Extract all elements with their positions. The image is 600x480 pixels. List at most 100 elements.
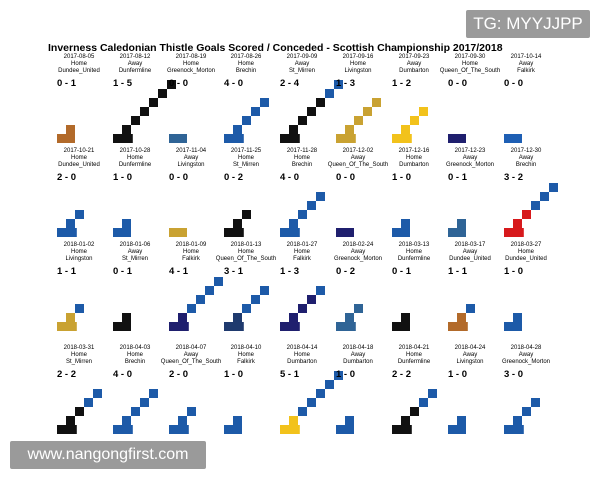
- goal-scored-cell: [419, 107, 428, 116]
- timeline-base-bar: [448, 425, 466, 434]
- match-score: 0 - 1: [113, 266, 133, 277]
- match-score: 2 - 0: [57, 172, 76, 183]
- match-venue: Away: [295, 61, 310, 67]
- goal-conceded-cell: [149, 98, 158, 107]
- chart-title: Inverness Caledonian Thistle Goals Score…: [48, 42, 503, 54]
- match-venue: Home: [294, 155, 311, 161]
- match-opponent: Dundee_United: [58, 68, 100, 74]
- match-date: 2017-12-30: [511, 148, 542, 154]
- match-score: 2 - 0: [169, 369, 188, 380]
- goal-scored-cell: [307, 201, 316, 210]
- timeline-base-bar: [57, 134, 75, 143]
- timeline-base-bar: [57, 322, 77, 331]
- match-opponent: St_Mirren: [233, 162, 259, 168]
- goal-conceded-cell: [140, 107, 149, 116]
- goal-scored-cell: [345, 416, 354, 425]
- goal-scored-cell: [334, 371, 343, 380]
- timeline-base-bar: [504, 134, 522, 143]
- goal-scored-cell: [325, 380, 334, 389]
- match-date: 2018-04-14: [287, 345, 318, 351]
- goal-scored-cell: [122, 219, 131, 228]
- timeline-base-bar: [504, 322, 522, 331]
- match-opponent: Dunfermline: [398, 256, 431, 262]
- match-opponent: Livingston: [344, 68, 371, 74]
- goal-conceded-cell: [410, 407, 419, 416]
- match-opponent: Greenock_Morton: [334, 256, 382, 262]
- timeline-base-bar: [392, 425, 412, 434]
- goal-conceded-cell: [522, 210, 531, 219]
- match-score: 1 - 0: [113, 172, 132, 183]
- goal-conceded-cell: [401, 125, 410, 134]
- timeline-base-bar: [57, 228, 77, 237]
- match-date: 2017-09-30: [455, 54, 486, 60]
- match-venue: Away: [407, 61, 422, 67]
- goal-conceded-cell: [345, 313, 354, 322]
- match-date: 2017-10-28: [120, 148, 151, 154]
- match-date: 2018-04-07: [176, 345, 207, 351]
- match-opponent: Dunfermline: [398, 359, 431, 365]
- match-opponent: St_Mirren: [289, 68, 315, 74]
- match-opponent: St_Mirren: [122, 256, 148, 262]
- goal-conceded-cell: [66, 313, 75, 322]
- match-date: 2018-03-27: [511, 242, 542, 248]
- match-score: 0 - 2: [336, 266, 355, 277]
- match-venue: Away: [519, 352, 534, 358]
- match-opponent: Greenock_Morton: [446, 162, 494, 168]
- match-opponent: Queen_Of_The_South: [440, 68, 500, 74]
- goal-scored-cell: [522, 407, 531, 416]
- match-opponent: Greenock_Morton: [167, 68, 215, 74]
- timeline-base-bar: [336, 322, 356, 331]
- match-venue: Home: [518, 249, 535, 255]
- goal-scored-cell: [233, 416, 242, 425]
- match-opponent: Dunfermline: [119, 68, 152, 74]
- timeline-base-bar: [392, 322, 410, 331]
- match-score: 0 - 0: [448, 78, 467, 89]
- timeline-base-bar: [113, 425, 133, 434]
- goal-conceded-cell: [233, 219, 242, 228]
- match-venue: Home: [127, 352, 144, 358]
- goal-scored-cell: [75, 304, 84, 313]
- match-venue: Home: [238, 61, 255, 67]
- match-opponent: Dundee_United: [58, 162, 100, 168]
- goal-conceded-cell: [66, 416, 75, 425]
- match-score: 0 - 0: [336, 172, 355, 183]
- goal-scored-cell: [187, 304, 196, 313]
- match-venue: Home: [350, 61, 367, 67]
- match-date: 2018-01-09: [176, 242, 207, 248]
- match-date: 2017-11-25: [231, 148, 262, 154]
- match-date: 2017-08-26: [231, 54, 262, 60]
- match-venue: Home: [71, 61, 88, 67]
- match-date: 2018-04-24: [455, 345, 486, 351]
- match-date: 2018-03-13: [399, 242, 430, 248]
- goal-scored-cell: [513, 313, 522, 322]
- match-score: 2 - 2: [392, 369, 411, 380]
- goal-scored-cell: [401, 219, 410, 228]
- goal-scored-cell: [93, 389, 102, 398]
- watermark-top-right: TG: MYYJJPP: [466, 10, 590, 38]
- timeline-base-bar: [448, 134, 466, 143]
- match-opponent: Falkirk: [517, 68, 536, 74]
- match-venue: Away: [351, 352, 366, 358]
- match-venue: Away: [128, 249, 143, 255]
- match-opponent: Dumbarton: [399, 68, 429, 74]
- match-date: 2017-09-16: [343, 54, 374, 60]
- match-venue: Home: [462, 61, 479, 67]
- match-venue: Home: [183, 61, 200, 67]
- timeline-base-bar: [336, 425, 354, 434]
- match-date: 2017-11-28: [287, 148, 318, 154]
- match-date: 2018-04-10: [231, 345, 262, 351]
- match-date: 2017-08-12: [120, 54, 151, 60]
- goal-scored-cell: [316, 192, 325, 201]
- goal-scored-cell: [531, 201, 540, 210]
- match-date: 2017-12-23: [455, 148, 486, 154]
- match-venue: Home: [294, 249, 311, 255]
- timeline-base-bar: [169, 134, 187, 143]
- match-venue: Home: [238, 249, 255, 255]
- goal-scored-cell: [419, 398, 428, 407]
- match-venue: Home: [294, 352, 311, 358]
- timeline-base-bar: [224, 425, 242, 434]
- goal-scored-cell: [66, 219, 75, 228]
- match-opponent: Falkirk: [293, 256, 312, 262]
- match-opponent: Queen_Of_The_South: [216, 256, 276, 262]
